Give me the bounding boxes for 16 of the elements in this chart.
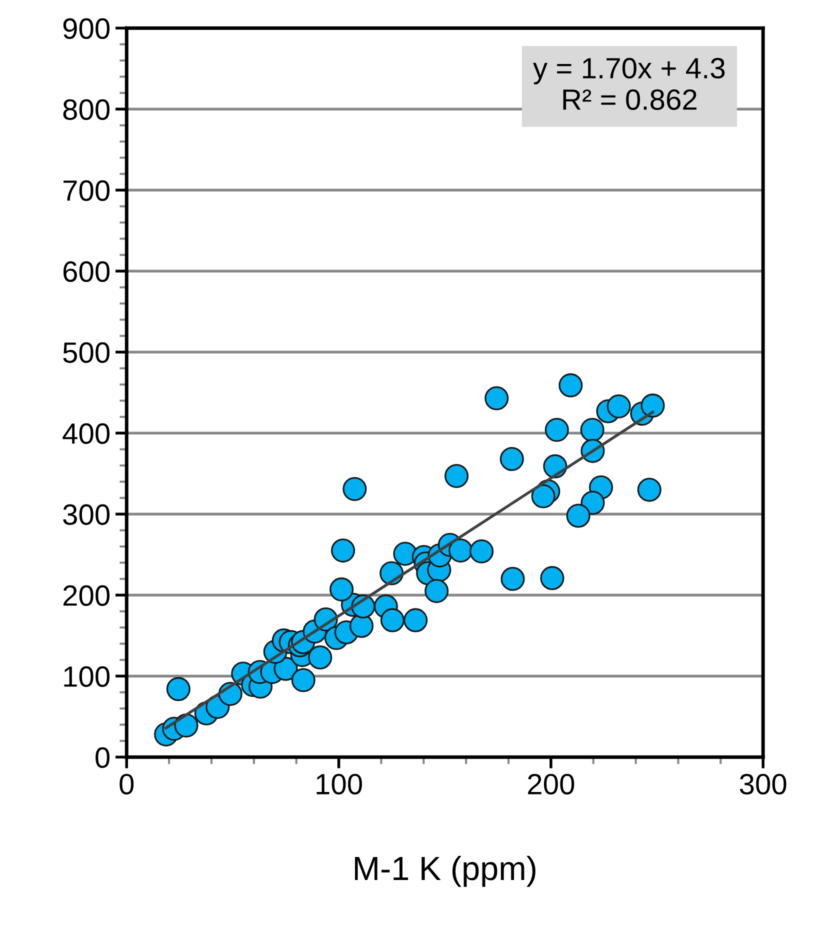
y-tick-label: 800 bbox=[63, 99, 110, 120]
x-axis-title: M-1 K (ppm) bbox=[354, 856, 536, 887]
x-tick-label: 0 bbox=[120, 774, 134, 794]
annotation: y = 1.70x + 4.3 R² = 0.862 bbox=[533, 58, 725, 110]
x-tick-label: 100 bbox=[316, 774, 362, 794]
y-tick-label: 400 bbox=[62, 423, 110, 444]
y-tick-label: 600 bbox=[63, 261, 110, 282]
y-tick-label: 100 bbox=[64, 666, 110, 687]
y-tick-label: 500 bbox=[63, 342, 110, 363]
x-tick-label: 300 bbox=[740, 774, 786, 794]
y-tick-label: 700 bbox=[64, 180, 110, 201]
x-tick-label: 200 bbox=[528, 774, 574, 794]
y-tick-label: 300 bbox=[63, 504, 110, 525]
y-tick-label: 200 bbox=[63, 585, 110, 606]
y-tick-label: 0 bbox=[96, 747, 110, 768]
y-tick-label: 900 bbox=[63, 18, 110, 39]
